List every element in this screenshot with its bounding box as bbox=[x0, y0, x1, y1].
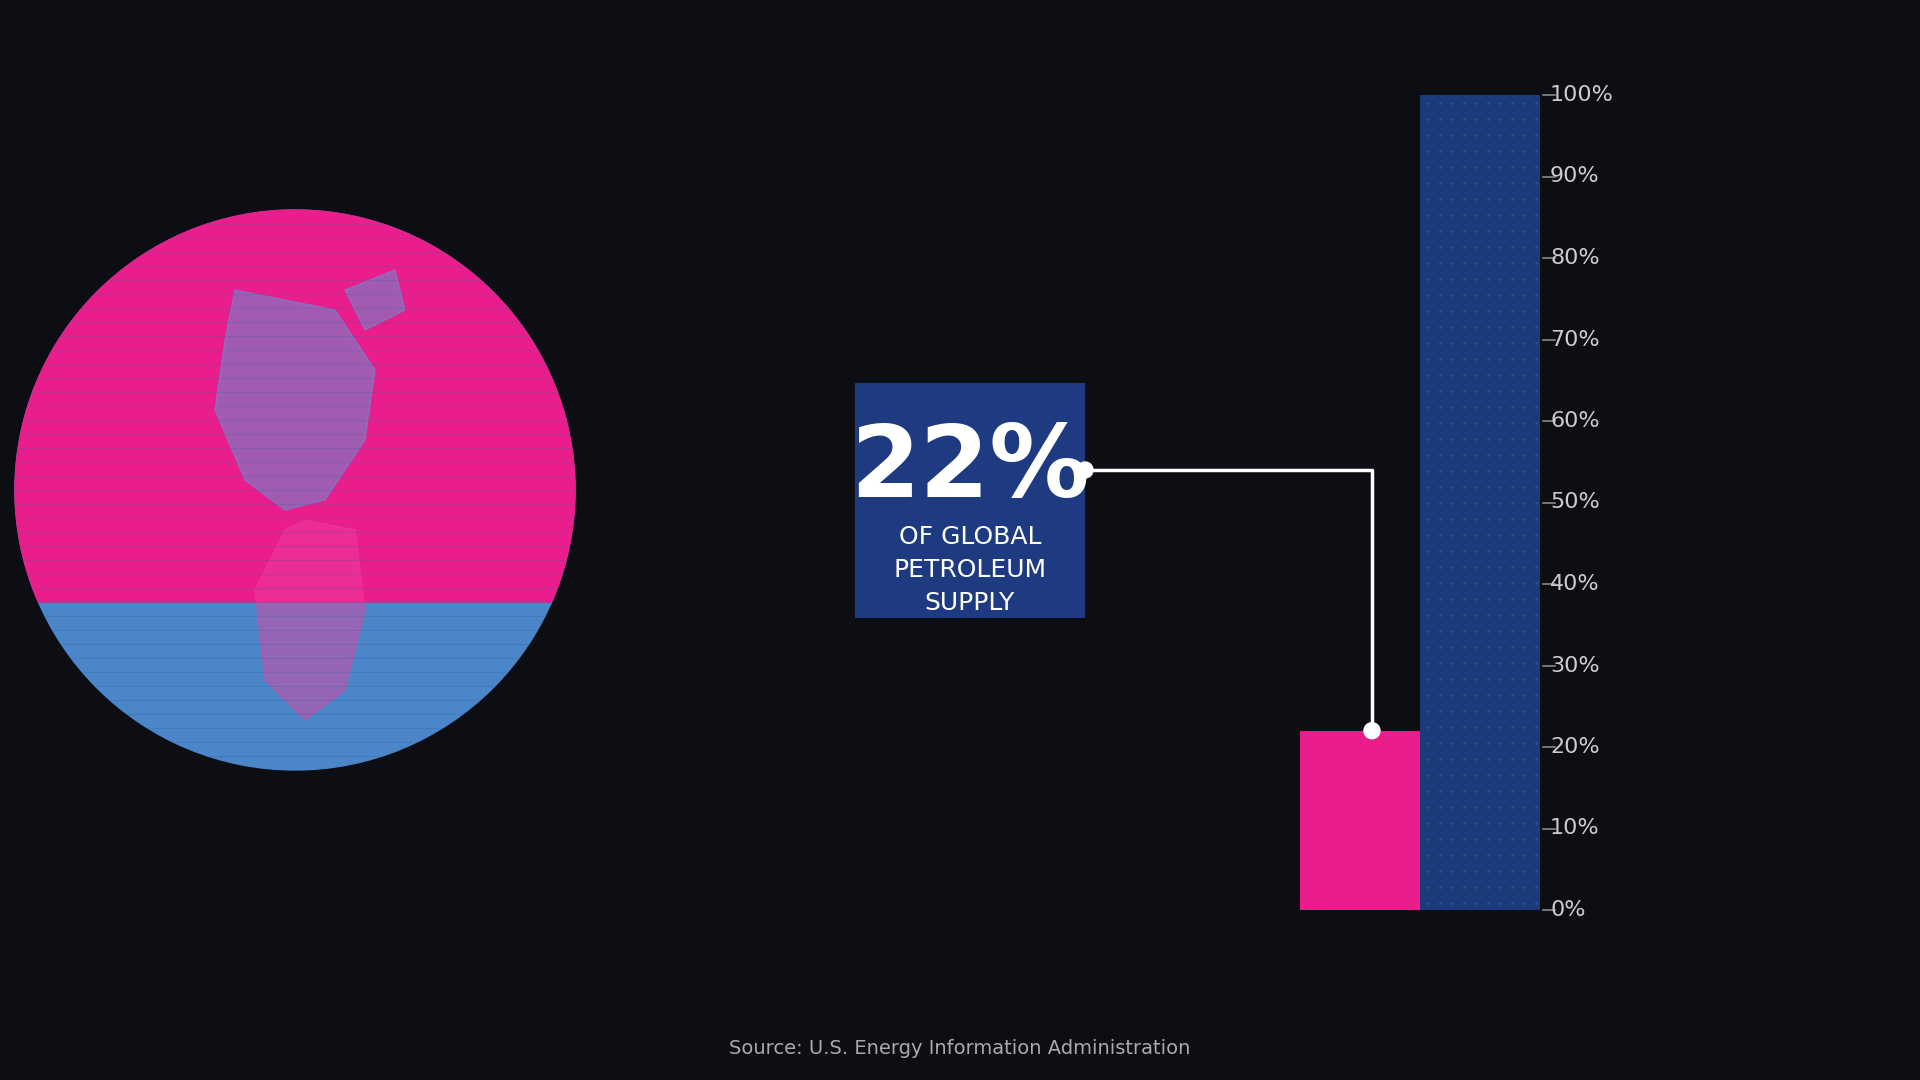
Text: 10%: 10% bbox=[1549, 819, 1599, 838]
Text: 50%: 50% bbox=[1549, 492, 1599, 513]
Polygon shape bbox=[255, 519, 365, 720]
Circle shape bbox=[1363, 723, 1380, 739]
Text: 20%: 20% bbox=[1549, 737, 1599, 757]
Bar bbox=[1300, 731, 1421, 910]
Circle shape bbox=[15, 210, 574, 770]
Text: 90%: 90% bbox=[1549, 166, 1599, 187]
Polygon shape bbox=[215, 291, 374, 510]
Text: 80%: 80% bbox=[1549, 248, 1599, 268]
Text: 0%: 0% bbox=[1549, 900, 1586, 920]
Text: OF GLOBAL
PETROLEUM
SUPPLY: OF GLOBAL PETROLEUM SUPPLY bbox=[893, 525, 1046, 616]
Bar bbox=[1421, 95, 1540, 910]
Text: 30%: 30% bbox=[1549, 656, 1599, 675]
Text: 100%: 100% bbox=[1549, 85, 1615, 105]
Polygon shape bbox=[15, 210, 574, 602]
Polygon shape bbox=[346, 270, 405, 330]
Circle shape bbox=[1077, 462, 1092, 478]
Text: 60%: 60% bbox=[1549, 411, 1599, 431]
Text: 40%: 40% bbox=[1549, 573, 1599, 594]
Text: Source: U.S. Energy Information Administration: Source: U.S. Energy Information Administ… bbox=[730, 1039, 1190, 1057]
Text: 70%: 70% bbox=[1549, 329, 1599, 350]
Text: 22%: 22% bbox=[851, 421, 1091, 518]
Bar bbox=[854, 382, 1085, 618]
